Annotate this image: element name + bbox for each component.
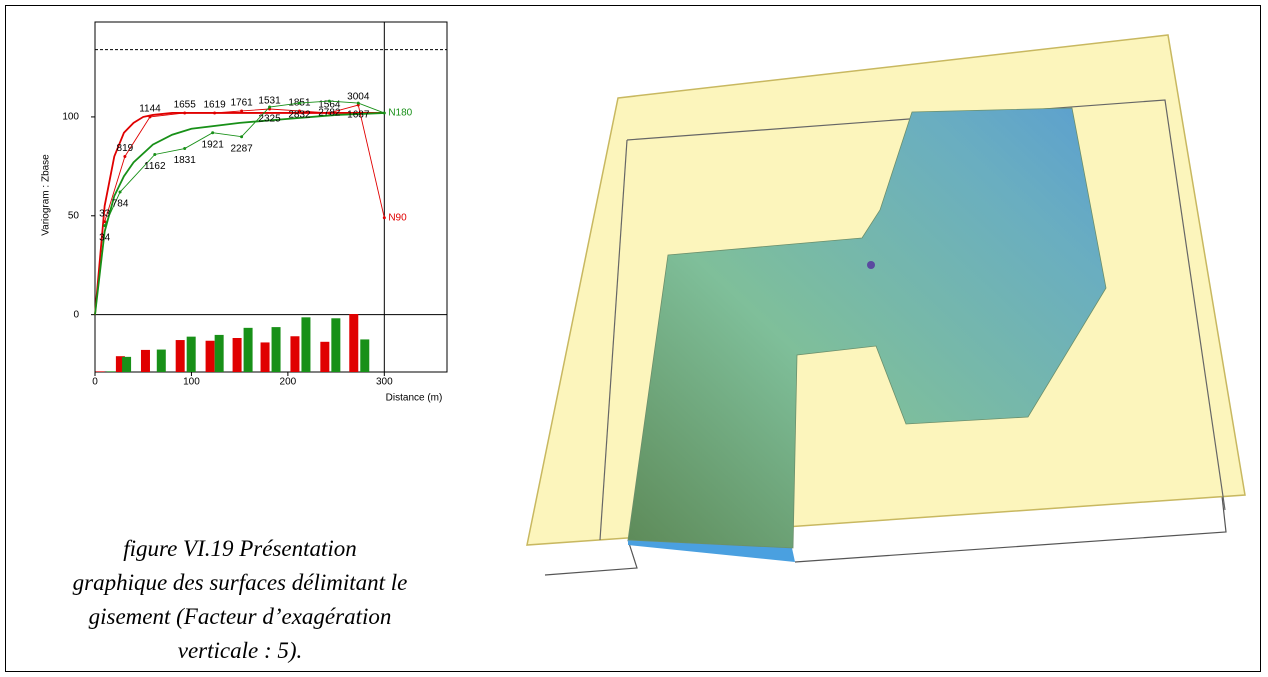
pair-count-bar bbox=[140, 349, 150, 372]
caption-line: figure VI.19 Présentation bbox=[123, 536, 357, 561]
terrain-base bbox=[628, 540, 795, 562]
pair-count-bar bbox=[186, 336, 196, 372]
experimental-point bbox=[240, 135, 244, 139]
x-tick-label: 300 bbox=[376, 377, 393, 388]
pair-count-label: 1564 bbox=[318, 100, 341, 111]
pair-count-label: 1655 bbox=[174, 100, 197, 111]
pair-count-label: 33 bbox=[99, 208, 111, 219]
figure-caption: figure VI.19 Présentation graphique des s… bbox=[20, 532, 460, 668]
pair-count-label: 1831 bbox=[174, 155, 197, 166]
terrain-surface bbox=[627, 107, 1107, 549]
lower-surface-edge bbox=[544, 539, 638, 576]
experimental-point bbox=[183, 111, 187, 115]
experimental-point bbox=[148, 115, 152, 119]
experimental-point bbox=[382, 111, 386, 115]
pair-count-label: 2325 bbox=[258, 114, 281, 125]
pair-count-bar bbox=[290, 336, 300, 372]
pair-count-bar bbox=[205, 340, 215, 372]
experimental-point bbox=[211, 131, 215, 135]
variogram-chart: Variogram : Zbase Distance (m) 0 50 100 0 10… bbox=[41, 21, 448, 404]
experimental-point bbox=[103, 224, 107, 228]
pair-count-bar bbox=[106, 371, 116, 372]
pair-count-label: 1531 bbox=[258, 96, 281, 107]
experimental-point bbox=[297, 101, 301, 105]
series-label: N180 bbox=[388, 108, 412, 119]
y-tick-label: 50 bbox=[68, 210, 80, 221]
experimental-point bbox=[123, 154, 127, 158]
pair-count-bar bbox=[360, 339, 370, 372]
pair-count-label: 3004 bbox=[347, 92, 370, 103]
pair-count-label: 784 bbox=[112, 199, 129, 210]
plot-frame bbox=[94, 21, 448, 373]
pair-count-label: 2287 bbox=[230, 143, 253, 154]
pair-count-bar bbox=[232, 337, 242, 372]
model-curve bbox=[94, 112, 385, 315]
pair-count-bar bbox=[122, 356, 132, 372]
caption-line: graphique des surfaces délimitant le bbox=[72, 570, 408, 595]
experimental-point bbox=[213, 111, 217, 115]
experimental-point bbox=[103, 220, 107, 224]
y-axis-label: Variogram : Zbase bbox=[41, 154, 52, 236]
pair-count-bar bbox=[175, 340, 185, 372]
pair-count-bar bbox=[349, 314, 359, 372]
caption-line: gisement (Facteur d’exagération bbox=[88, 604, 392, 629]
pair-count-bar bbox=[115, 356, 125, 372]
pair-count-bar bbox=[320, 341, 330, 372]
experimental-point bbox=[118, 190, 122, 194]
pair-count-label: 1144 bbox=[139, 104, 161, 115]
pair-count-label: 1687 bbox=[347, 110, 370, 121]
pair-count-bar bbox=[214, 334, 224, 372]
pair-count-bar bbox=[331, 318, 341, 372]
experimental-point bbox=[297, 109, 301, 113]
page-border bbox=[5, 5, 1261, 672]
pair-count-label: 34 bbox=[99, 232, 111, 243]
y-tick-label: 100 bbox=[62, 112, 79, 123]
experimental-point bbox=[327, 99, 331, 103]
experimental-point bbox=[268, 105, 272, 109]
pair-count-bar bbox=[260, 342, 270, 372]
experimental-point bbox=[183, 147, 187, 151]
plane-outline bbox=[626, 99, 1226, 511]
experimental-point bbox=[240, 109, 244, 113]
pair-count-bar bbox=[301, 317, 311, 372]
pair-count-label: 1761 bbox=[230, 98, 253, 109]
pair-count-label: 819 bbox=[117, 143, 134, 154]
pair-count-label: 2782 bbox=[318, 108, 341, 119]
y-tick-label: 0 bbox=[73, 309, 79, 320]
pair-count-label: 1162 bbox=[144, 161, 166, 172]
pair-count-bar bbox=[156, 349, 166, 372]
plane-outline bbox=[599, 139, 628, 541]
model-curve bbox=[94, 112, 385, 315]
series-label: N90 bbox=[388, 212, 407, 223]
pair-count-bar bbox=[95, 371, 105, 372]
lower-surface-edge bbox=[794, 495, 1227, 563]
experimental-point bbox=[382, 216, 386, 220]
x-axis-label: Distance (m) bbox=[386, 393, 443, 404]
x-tick-label: 200 bbox=[280, 377, 297, 388]
experimental-point bbox=[153, 152, 157, 156]
pair-count-label: 1921 bbox=[202, 139, 225, 150]
experimental-point bbox=[327, 111, 331, 115]
x-tick-label: 100 bbox=[183, 377, 200, 388]
pair-count-label: 1619 bbox=[203, 100, 226, 111]
caption-line: verticale : 5). bbox=[177, 638, 303, 663]
x-tick-label: 0 bbox=[92, 377, 98, 388]
pair-count-label: 2832 bbox=[288, 110, 311, 121]
experimental-point bbox=[356, 101, 360, 105]
pair-count-bar bbox=[271, 327, 281, 372]
well-marker bbox=[867, 261, 875, 269]
pair-count-bar bbox=[243, 327, 253, 372]
